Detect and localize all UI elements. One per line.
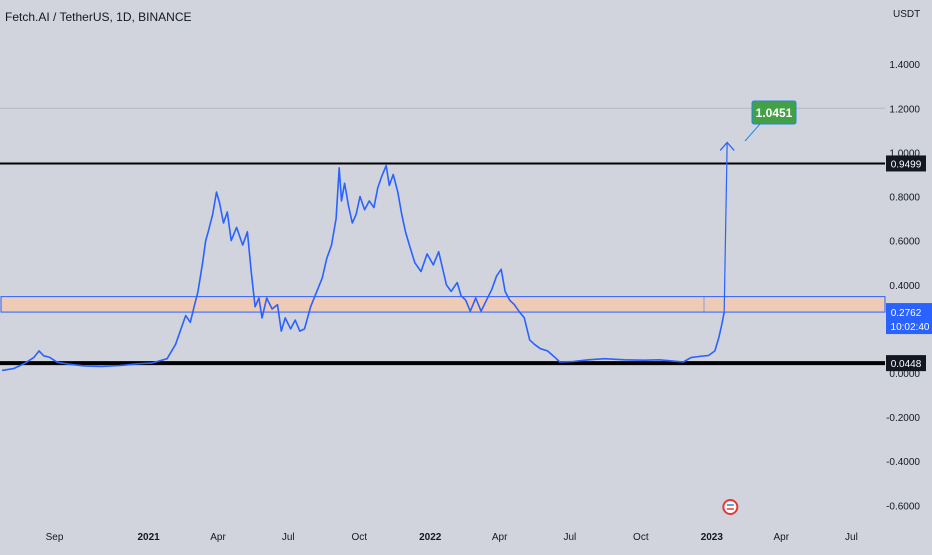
price-line[interactable] — [1, 164, 725, 372]
earnings-marker-ring — [722, 499, 739, 515]
level-price-badge — [886, 355, 926, 372]
y-tick-label: -0.2000 — [886, 413, 920, 424]
x-tick-label: Apr — [773, 532, 789, 543]
last-price-label: 0.2762 — [891, 308, 922, 319]
earnings-marker-icon[interactable] — [722, 499, 739, 515]
target-price-label: 1.0451 — [756, 106, 793, 120]
y-tick-label: 0.6000 — [889, 237, 920, 248]
x-tick-label: Jul — [845, 532, 858, 543]
level-price-label: 0.0448 — [891, 359, 922, 370]
y-tick-label: 0.0000 — [889, 369, 920, 380]
target-callout-pointer — [744, 123, 761, 142]
y-tick-label: 0.8000 — [889, 193, 920, 204]
x-tick-label: Oct — [633, 532, 649, 543]
x-tick-label: Apr — [210, 532, 226, 543]
y-tick-label: 0.4000 — [889, 281, 920, 292]
candle-countdown-label: 10:02:40 — [891, 322, 930, 333]
projection-arrow-head — [719, 141, 735, 151]
x-tick-label: 2022 — [419, 532, 442, 543]
projection-arrow-line[interactable] — [723, 142, 728, 313]
y-tick-label: 1.2000 — [889, 104, 920, 115]
x-tick-label: 2021 — [137, 532, 160, 543]
target-price-badge — [751, 100, 797, 125]
y-tick-label: 1.0000 — [889, 148, 920, 159]
y-tick-label: 1.4000 — [889, 60, 920, 71]
x-tick-label: Oct — [351, 532, 367, 543]
y-tick-label: -0.6000 — [886, 501, 920, 512]
x-tick-label: Sep — [46, 532, 64, 543]
level-price-label: 0.9499 — [891, 159, 922, 170]
x-tick-label: 2023 — [701, 532, 724, 543]
x-tick-label: Apr — [492, 532, 508, 543]
target-callout[interactable]: 1.0451 — [744, 100, 797, 142]
last-price-badge — [886, 303, 932, 335]
axis-unit-label: USDT — [893, 9, 921, 20]
symbol-title: Fetch.AI / TetherUS, 1D, BINANCE — [5, 10, 192, 24]
level-price-badge — [886, 155, 926, 172]
x-tick-label: Jul — [563, 532, 576, 543]
y-tick-label: -0.4000 — [886, 457, 920, 468]
x-tick-label: Jul — [282, 532, 295, 543]
support-zone[interactable] — [0, 296, 886, 313]
